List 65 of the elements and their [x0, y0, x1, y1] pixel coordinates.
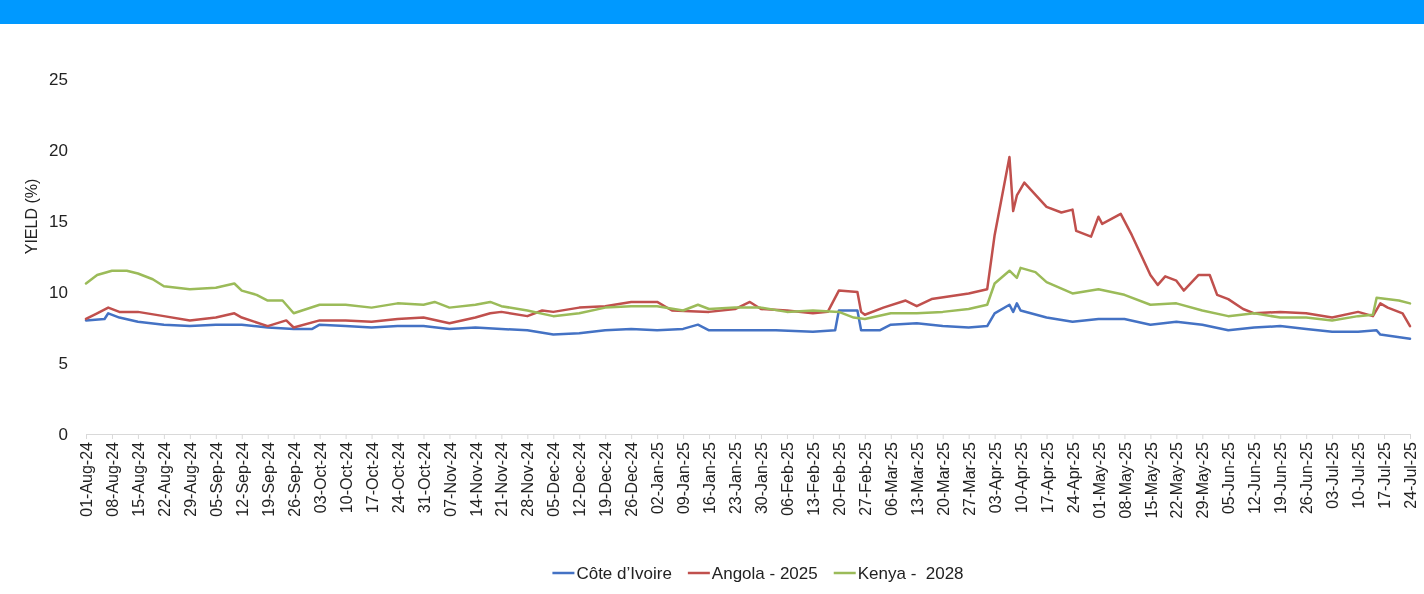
x-tick-label: 03-Oct-24	[311, 441, 329, 514]
x-tick-label: 14-Nov-24	[467, 441, 485, 517]
x-tick-label: 21-Nov-24	[493, 441, 511, 517]
x-tick-label: 29-Aug-24	[181, 441, 199, 517]
x-tick-label: 01-May-25	[1090, 441, 1108, 519]
x-tick-label: 23-Jan-25	[727, 441, 745, 515]
line-series	[84, 266, 1412, 322]
x-tick-label: 12-Dec-24	[571, 441, 589, 517]
legend-label: Angola - 2025	[711, 563, 818, 583]
x-tick-label: 07-Nov-24	[441, 441, 459, 517]
x-tick-label: 05-Dec-24	[545, 441, 563, 517]
x-tick-label: 17-Oct-24	[363, 441, 381, 514]
legend-label: Côte d’Ivoire	[576, 563, 672, 583]
x-tick-label: 12-Jun-25	[1246, 441, 1264, 515]
x-tick-label: 30-Jan-25	[753, 441, 771, 515]
x-tick-label: 17-Jul-25	[1376, 441, 1394, 509]
x-tick-label: 05-Sep-24	[207, 441, 225, 517]
x-tick-label: 19-Dec-24	[597, 441, 615, 517]
y-tick-label: 20	[49, 140, 68, 160]
x-tick-label: 20-Feb-25	[830, 441, 848, 516]
y-tick-label: 0	[58, 424, 68, 444]
x-tick-label: 29-May-25	[1194, 441, 1212, 519]
x-tick-label: 05-Jun-25	[1220, 441, 1238, 515]
x-tick-label: 24-Apr-25	[1064, 441, 1082, 514]
x-tick-label: 10-Apr-25	[1012, 441, 1030, 514]
x-tick-label: 10-Oct-24	[337, 441, 355, 514]
x-tick-label: 08-May-25	[1116, 441, 1134, 519]
x-tick-label: 27-Mar-25	[960, 441, 978, 516]
line-series	[84, 302, 1412, 341]
x-tick-label: 15-Aug-24	[130, 441, 148, 517]
x-tick-label: 02-Jan-25	[649, 441, 667, 515]
x-tick-label: 26-Sep-24	[285, 441, 303, 517]
x-tick-label: 17-Apr-25	[1038, 441, 1056, 514]
y-tick-label: 25	[49, 69, 68, 89]
x-tick-label: 09-Jan-25	[675, 441, 693, 515]
y-tick-label: 5	[58, 353, 68, 373]
x-tick-label: 27-Feb-25	[856, 441, 874, 516]
x-tick-label: 08-Aug-24	[104, 441, 122, 517]
x-tick-label: 10-Jul-25	[1350, 441, 1368, 509]
x-tick-label: 31-Oct-24	[415, 441, 433, 514]
x-tick-label: 20-Mar-25	[934, 441, 952, 516]
x-tick-label: 03-Jul-25	[1324, 441, 1342, 509]
x-tick-label: 22-Aug-24	[155, 441, 173, 517]
x-tick-label: 03-Apr-25	[986, 441, 1004, 514]
x-tick-label: 24-Jul-25	[1402, 441, 1420, 509]
x-tick-label: 13-Mar-25	[908, 441, 926, 516]
x-tick-label: 26-Jun-25	[1298, 441, 1316, 515]
x-tick-label: 16-Jan-25	[701, 441, 719, 515]
y-tick-label: 10	[49, 282, 68, 302]
x-tick-label: 06-Mar-25	[882, 441, 900, 516]
line-series	[84, 155, 1412, 329]
x-tick-label: 19-Sep-24	[259, 441, 277, 517]
x-tick-label: 01-Aug-24	[78, 441, 96, 517]
legend-label: Kenya - 2028	[857, 563, 964, 583]
x-tick-label: 12-Sep-24	[233, 441, 251, 517]
y-axis-title: YIELD (%)	[23, 178, 40, 255]
x-tick-label: 28-Nov-24	[519, 441, 537, 517]
x-tick-label: 24-Oct-24	[389, 441, 407, 514]
x-tick-label: 19-Jun-25	[1272, 441, 1290, 515]
x-tick-label: 22-May-25	[1168, 441, 1186, 519]
y-tick-label: 15	[49, 211, 68, 231]
x-tick-label: 06-Feb-25	[779, 441, 797, 516]
x-tick-label: 13-Feb-25	[805, 441, 822, 516]
x-tick-label: 15-May-25	[1142, 441, 1160, 519]
x-tick-label: 26-Dec-24	[623, 441, 641, 517]
